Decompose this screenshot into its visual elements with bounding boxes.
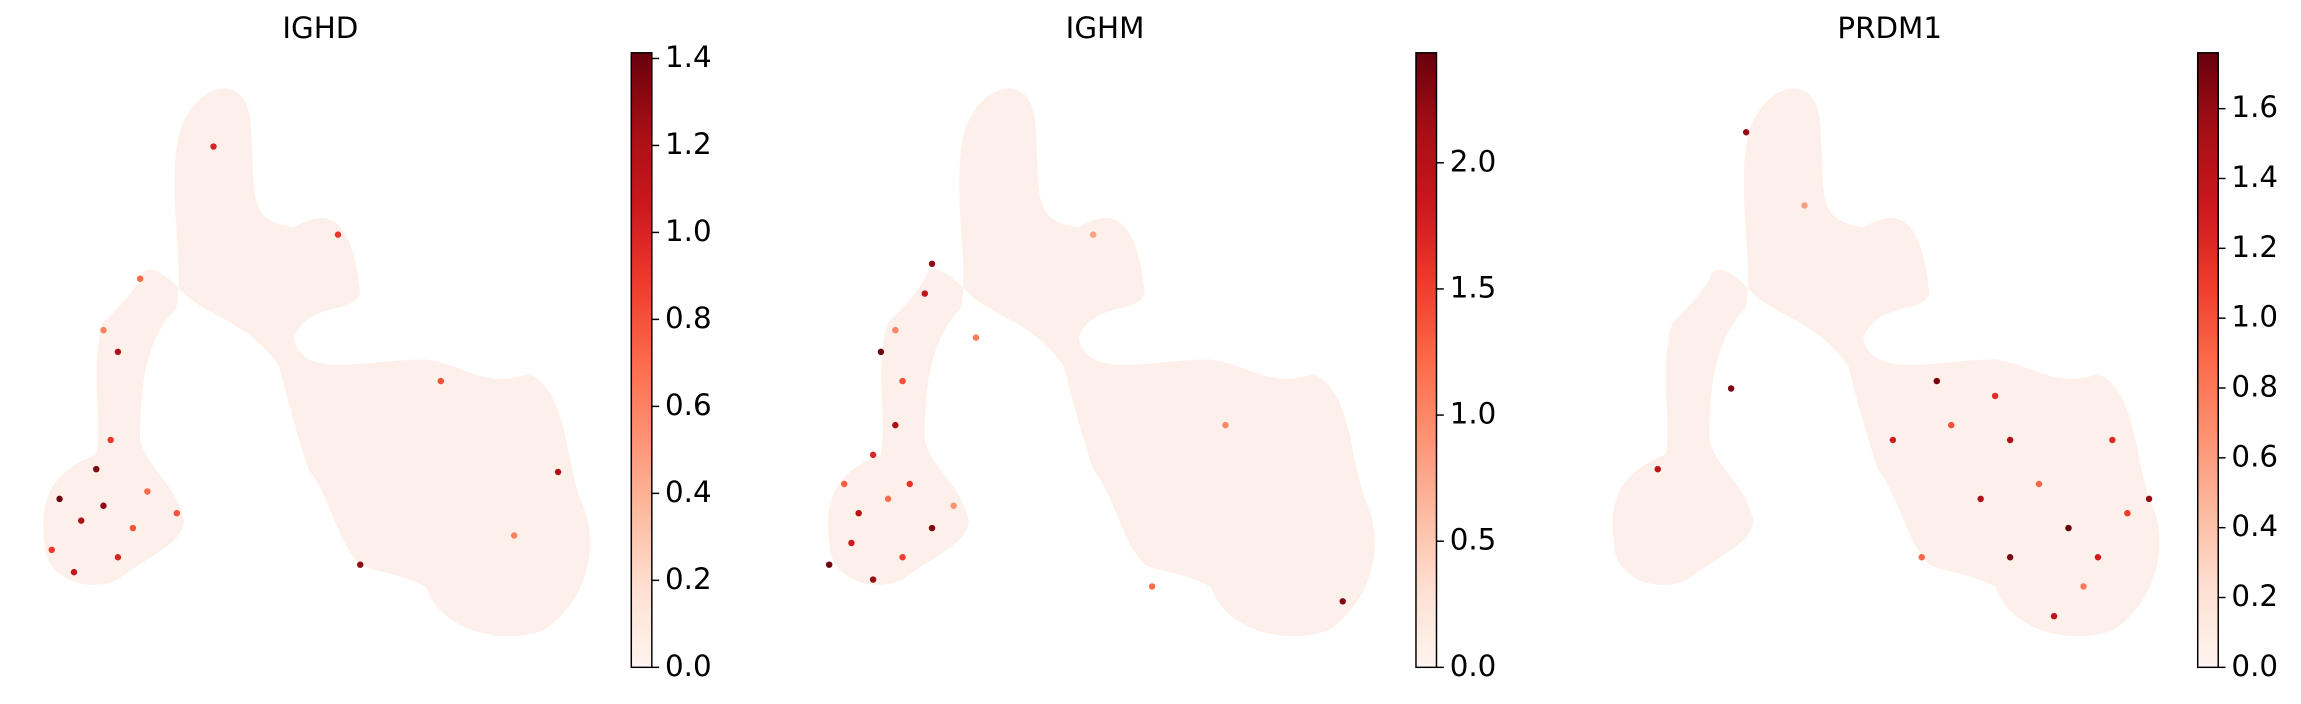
- panel-title: PRDM1: [1837, 11, 1942, 45]
- cell-point: [1991, 392, 1999, 400]
- cell-point: [1742, 129, 1750, 136]
- colorbar-tick-label: 1.4: [2231, 160, 2278, 194]
- colorbar-tick-label: 1.5: [1450, 270, 1497, 304]
- cell-point: [77, 517, 85, 524]
- colorbar: [1415, 52, 1438, 669]
- cell-point: [892, 326, 899, 334]
- cell-point: [2035, 480, 2043, 488]
- cell-point: [855, 509, 862, 517]
- cell-point: [928, 524, 936, 532]
- cell-point: [2080, 583, 2087, 590]
- cell-point: [70, 568, 78, 576]
- colorbar: [630, 52, 653, 669]
- cell-point: [1947, 421, 1955, 429]
- colorbar-tick-label: 0.2: [665, 562, 712, 596]
- cell-point: [2094, 554, 2102, 561]
- cell-point: [93, 465, 100, 473]
- cell-point: [107, 436, 114, 444]
- cell-point: [906, 480, 914, 488]
- embedding-cloud: [1612, 88, 2160, 637]
- colorbar-tick-label: 0.6: [2231, 439, 2278, 473]
- cell-point: [869, 451, 877, 459]
- cell-point: [173, 509, 181, 517]
- cell-point: [950, 502, 957, 509]
- cell-point: [1801, 202, 1808, 209]
- cell-point: [510, 532, 518, 539]
- colorbar-tick-label: 0.0: [1450, 649, 1497, 683]
- colorbar-tick-label: 2.0: [1450, 144, 1497, 178]
- cell-point: [136, 275, 144, 282]
- cell-point: [1654, 465, 1661, 473]
- colorbar-tick-label: 1.0: [1450, 397, 1497, 431]
- cell-point: [899, 554, 906, 561]
- colorbar-tick-label: 1.0: [2231, 300, 2278, 334]
- cell-point: [100, 326, 107, 334]
- embedding-cloud: [43, 88, 591, 637]
- cell-point: [892, 421, 899, 429]
- cell-point: [2006, 554, 2014, 561]
- cell-point: [1727, 385, 1735, 392]
- cell-point: [1148, 583, 1156, 590]
- colorbar-tick-label: 1.2: [2231, 230, 2278, 264]
- cell-point: [2124, 509, 2131, 517]
- cell-point: [877, 348, 885, 356]
- cell-point: [972, 334, 980, 341]
- embedding-cloud: [827, 88, 1375, 637]
- cell-point: [129, 524, 137, 532]
- colorbar-tick-label: 0.0: [2231, 649, 2278, 683]
- cell-point: [1977, 495, 1984, 503]
- cell-point: [437, 377, 445, 385]
- cell-point: [1889, 436, 1897, 444]
- cell-point: [210, 143, 217, 150]
- cell-point: [921, 290, 929, 297]
- cell-point: [869, 576, 877, 583]
- cell-point: [48, 546, 55, 554]
- colorbar: [2196, 52, 2219, 669]
- cell-point: [114, 554, 122, 561]
- colorbar-tick-label: 0.8: [2231, 370, 2278, 404]
- cell-point: [144, 488, 151, 495]
- cell-point: [884, 495, 892, 503]
- cell-point: [2050, 612, 2058, 620]
- cell-point: [928, 260, 936, 268]
- colorbar-tick-label: 0.4: [2231, 509, 2278, 543]
- cell-point: [1933, 377, 1941, 385]
- cell-point: [899, 377, 906, 385]
- colorbar-tick-label: 0.0: [665, 649, 712, 683]
- cell-point: [2109, 436, 2116, 444]
- cell-point: [1918, 554, 1925, 561]
- colorbar-tick-label: 1.4: [665, 40, 712, 74]
- panel-title: IGHD: [282, 11, 358, 45]
- cell-point: [2006, 436, 2014, 444]
- cell-point: [1222, 421, 1229, 429]
- panel-title: IGHM: [1066, 11, 1145, 45]
- cell-point: [114, 348, 122, 356]
- cell-point: [357, 561, 364, 568]
- cell-point: [825, 561, 833, 568]
- cell-point: [56, 495, 63, 503]
- colorbar-tick-label: 1.6: [2231, 90, 2278, 124]
- cell-point: [1089, 231, 1097, 238]
- cell-point: [848, 539, 855, 547]
- cell-point: [841, 480, 848, 488]
- cell-point: [100, 502, 107, 509]
- colorbar-tick-label: 0.8: [665, 301, 712, 335]
- colorbar-tick-label: 1.2: [665, 127, 712, 161]
- cell-point: [334, 231, 342, 238]
- colorbar-tick-label: 1.0: [665, 214, 712, 248]
- cell-point: [554, 468, 562, 476]
- colorbar-tick-label: 0.4: [665, 475, 712, 509]
- cell-point: [2065, 524, 2072, 532]
- colorbar-tick-label: 0.2: [2231, 579, 2278, 613]
- cell-point: [1339, 598, 1346, 605]
- cell-point: [2145, 495, 2153, 503]
- colorbar-tick-label: 0.6: [665, 388, 712, 422]
- colorbar-tick-label: 0.5: [1450, 523, 1497, 557]
